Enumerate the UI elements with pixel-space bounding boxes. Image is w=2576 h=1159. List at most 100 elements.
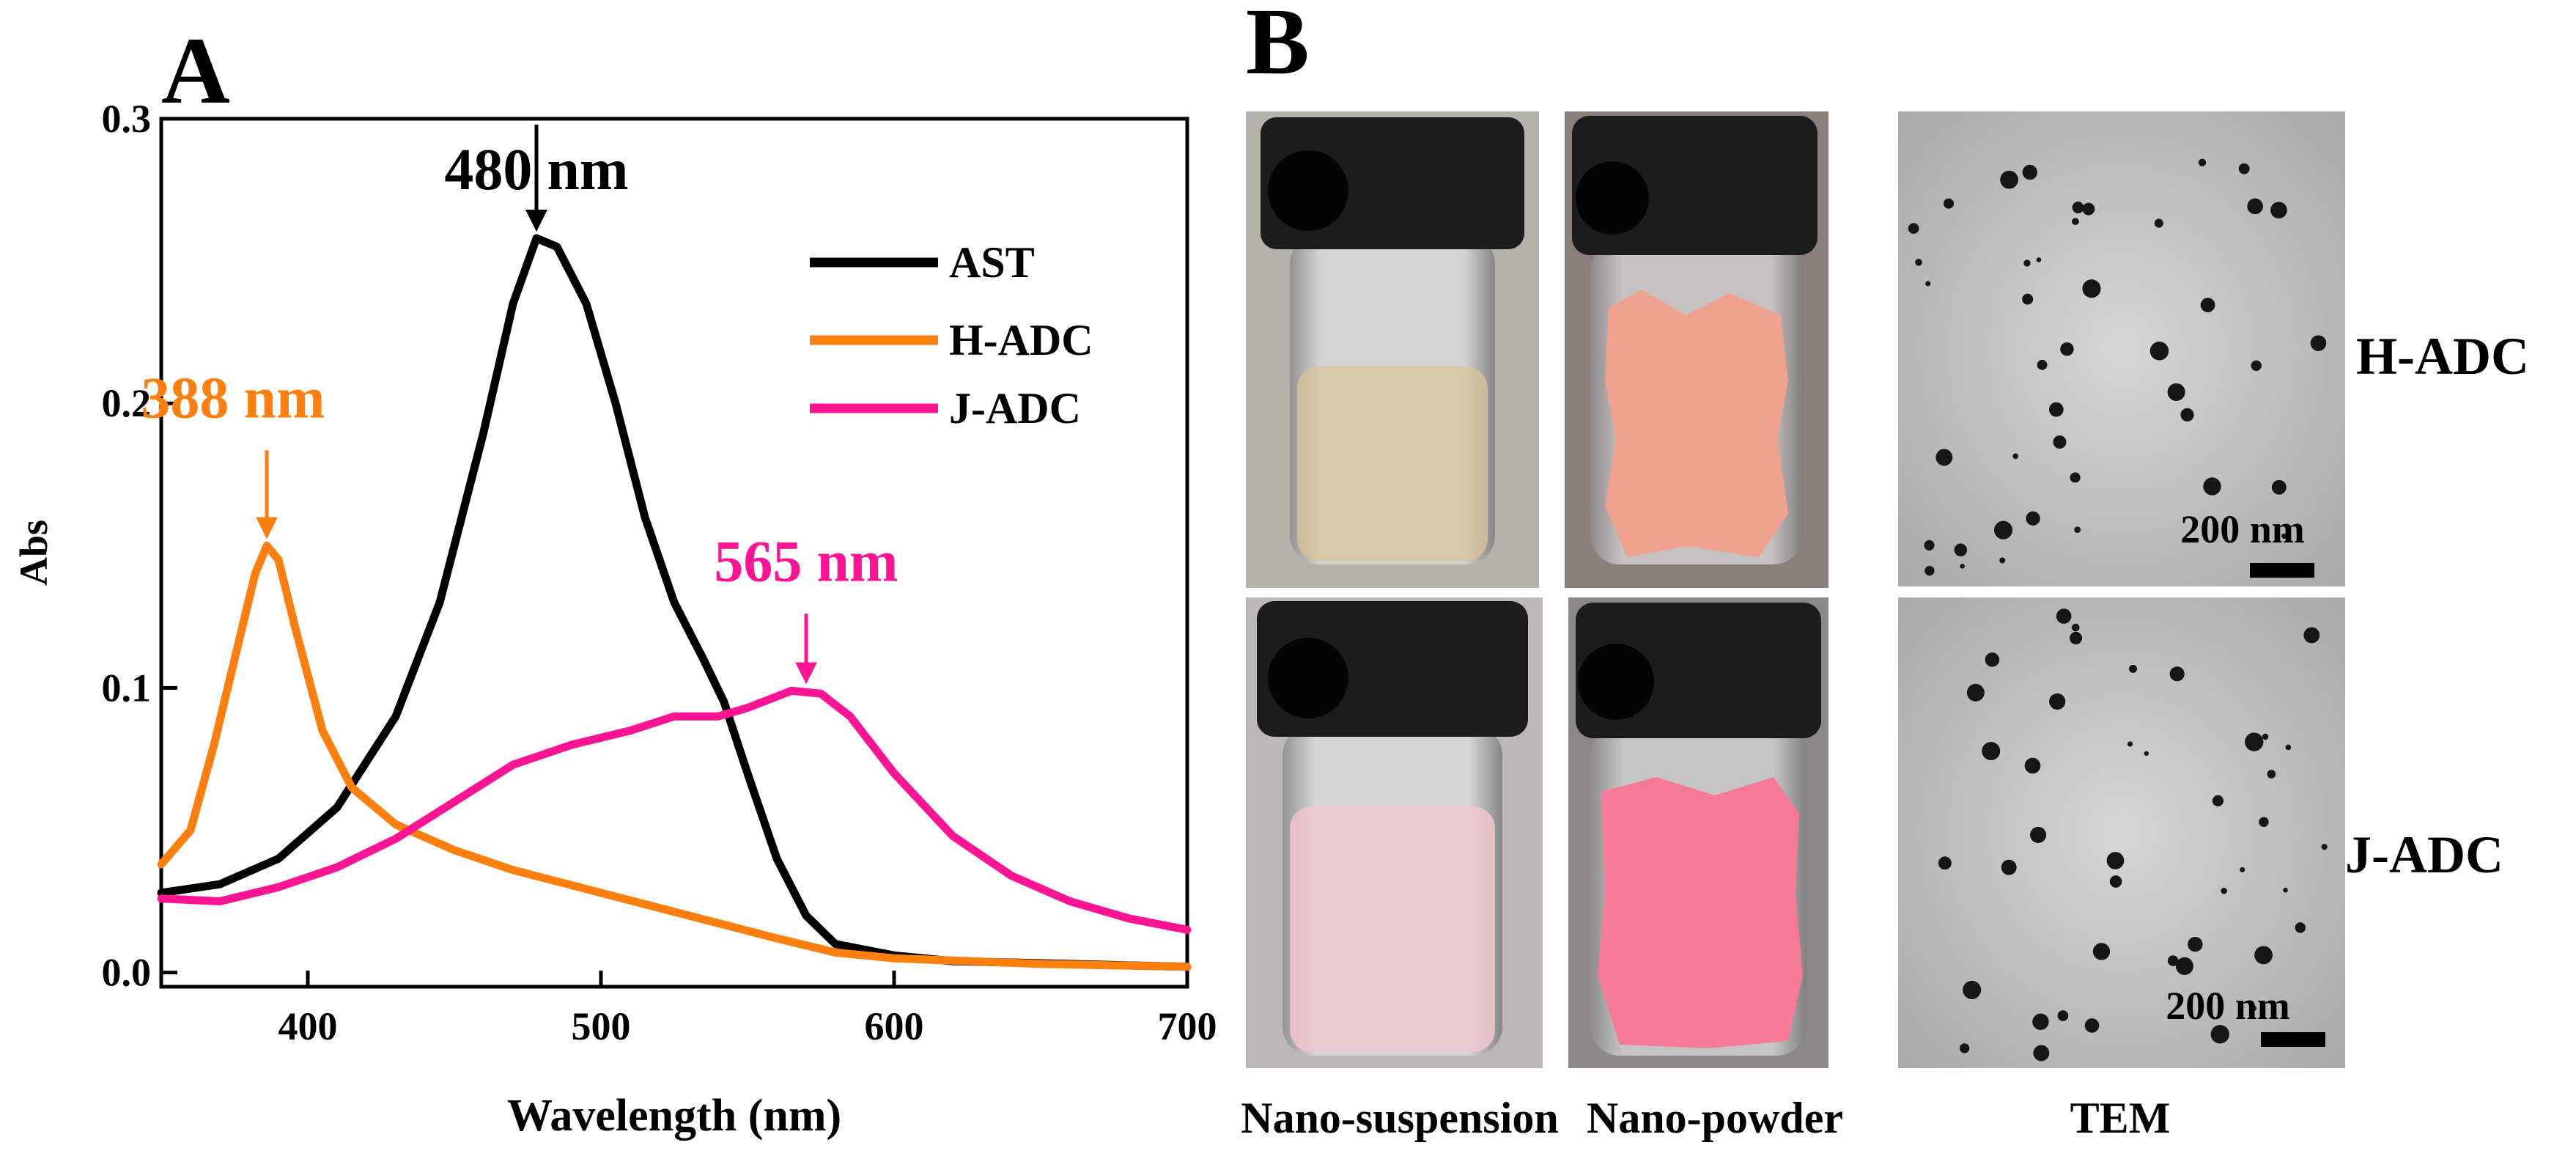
scale-bar-j-adc: 200 nm [2166,984,2325,1047]
tem-particle [2267,770,2276,779]
annotation-label-2: 565 nm [714,529,898,594]
tem-particle [1993,520,2013,540]
row-label-h-adc: H-ADC [2356,327,2529,386]
scale-bar-line-h-adc [2250,563,2314,578]
tem-particle [2127,741,2133,747]
tem-particle [2048,402,2064,417]
tem-particle [2203,477,2221,496]
y-tick-label-2: 0.2 [102,381,152,425]
tem-particle [2023,260,2031,267]
tem-particle [1960,564,1965,569]
tem-particle [2060,342,2074,356]
tem-particle [2321,844,2328,850]
tem-particle [1925,281,1931,287]
tem-particle [2022,293,2034,305]
tem-image-h-adc [1898,111,2345,586]
y-axis-label: Abs [12,520,56,586]
tem-particle [1908,223,1919,234]
scale-bar-label-j-adc: 200 nm [2166,984,2290,1028]
y-axis: 0.0 0.1 0.2 0.3 [102,97,177,995]
series-line-h-adc [157,541,1192,971]
series-layer [157,234,1192,971]
x-tick-label-0: 400 [278,1004,338,1048]
tem-particle [1959,1043,1970,1053]
column-label-nano-powder: Nano-powder [1587,1094,1843,1142]
tem-particle [1935,449,1953,466]
tem-particle [2259,817,2269,827]
tem-particle [2295,922,2306,933]
tem-particle [2056,608,2072,624]
tem-particle [2167,383,2185,401]
column-label-tem: TEM [2070,1094,2171,1142]
tem-particle [2254,946,2273,965]
x-axis-label: Wavelength (nm) [507,1091,841,1141]
tem-particle [2053,435,2067,449]
annotation-label-1: 388 nm [141,366,325,430]
tem-particle [2024,757,2041,774]
plot-frame [159,117,1189,989]
tem-particle [2037,359,2048,370]
tem-particle [1966,683,1985,702]
tem-particle [2188,936,2203,952]
scale-bar-line-j-adc [2261,1032,2325,1047]
tem-particle [2175,957,2193,975]
tem-particle [2167,955,2179,966]
tem-particle [2070,472,2081,483]
tem-particle [2012,453,2019,460]
row-label-j-adc: J-ADC [2345,825,2503,884]
tem-particle [2281,533,2287,539]
tem-particle [2251,360,2262,371]
tem-particle [2022,164,2038,180]
photo-nano-powder-h-adc [1565,111,1828,588]
scale-bar-label-h-adc: 200 nm [2180,507,2305,551]
tem-particle [2033,1045,2050,1062]
tem-particle [2074,526,2081,534]
photo-nano-powder-j-adc [1568,597,1828,1068]
tem-particle [1982,742,2001,760]
tem-particle [1915,259,1922,266]
tem-particle [2221,887,2227,894]
tem-particle [1985,652,2000,667]
tem-particle [2262,733,2269,740]
tem-particle [2001,859,2017,875]
tem-particle [2072,218,2079,226]
tem-particle [2026,511,2040,526]
tem-particle [2082,202,2095,216]
y-tick-label-0: 0.0 [102,951,152,995]
tem-particle [2303,627,2320,644]
legend-entry-ast: AST [810,238,1035,287]
tem-particle [2057,1010,2069,1021]
tem-particle [2180,408,2194,422]
panel-b-label: B [1246,0,1310,95]
tem-particle [2310,335,2327,351]
tem-particle [2144,751,2149,756]
tem-particle [2106,852,2125,869]
annotation-label-0: 480 nm [444,138,628,202]
x-tick-label-2: 600 [865,1004,924,1048]
tem-particle [2245,732,2264,751]
tem-image-j-adc [1898,597,2345,1068]
x-tick-label-3: 700 [1158,1004,1217,1048]
tem-particle [2270,202,2287,219]
legend-entry-j-adc: J-ADC [810,384,1081,433]
legend-label-j-adc: J-ADC [949,384,1081,433]
tem-particle [2250,1005,2256,1012]
tem-particle [2070,631,2083,644]
tem-particle [2049,693,2066,710]
tem-particle [2000,170,2018,189]
tem-particle [2154,218,2163,228]
annotation-layer: 480 nm 388 nm 565 nm [141,125,898,685]
legend: AST H-ADC J-ADC [810,238,1093,433]
tem-particle [2036,257,2042,262]
tem-particle [2169,666,2185,682]
photo-nano-suspension-j-adc [1246,597,1543,1068]
panel-a-label: A [161,18,230,124]
photo-nano-suspension-h-adc [1246,111,1539,588]
tem-particle [2285,744,2292,751]
x-axis: 400 500 600 700 [278,971,1217,1048]
tem-particle [2129,664,2138,673]
tem-particle [2032,1013,2049,1030]
tem-particle [2149,342,2169,361]
tem-particle [2238,163,2250,174]
y-tick-label-1: 0.1 [102,666,152,710]
